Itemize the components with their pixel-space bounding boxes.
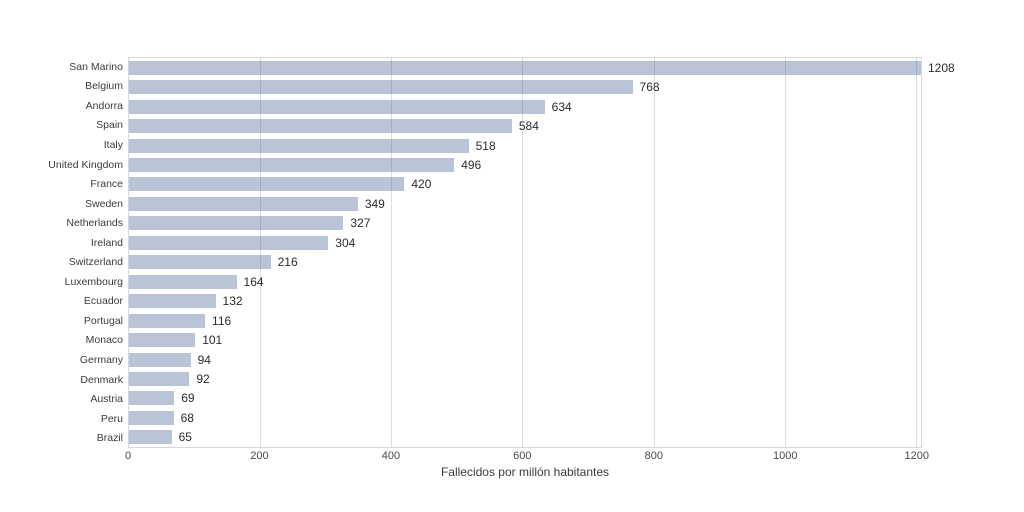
bar-value-label: 518 xyxy=(475,138,496,153)
bar-row: 304 xyxy=(129,233,921,252)
bar-value-label: 132 xyxy=(222,294,243,309)
bar-value-label: 634 xyxy=(551,99,572,114)
bar-spain xyxy=(129,119,512,134)
bar-andorra xyxy=(129,99,545,114)
bar-ecuador xyxy=(129,294,216,309)
y-axis-label: France xyxy=(90,178,123,191)
y-axis-label: Luxembourg xyxy=(64,275,123,288)
bar-row: 496 xyxy=(129,155,921,174)
bar-row: 164 xyxy=(129,272,921,291)
y-axis-label: Peru xyxy=(100,412,123,425)
y-axis-label: Austria xyxy=(90,393,123,406)
bar-value-label: 68 xyxy=(180,410,194,425)
bar-row: 132 xyxy=(129,291,921,310)
gridline-800 xyxy=(653,58,655,447)
bar-value-label: 420 xyxy=(411,177,432,192)
bar-value-label: 69 xyxy=(181,391,195,406)
x-axis-tick-label: 1000 xyxy=(773,450,798,462)
bar-row: 216 xyxy=(129,253,921,272)
bar-row: 584 xyxy=(129,116,921,135)
gridline-1200 xyxy=(915,58,917,447)
bar-row: 327 xyxy=(129,214,921,233)
y-axis-label: Monaco xyxy=(85,334,123,347)
bar-row: 92 xyxy=(129,369,921,388)
bar-row: 768 xyxy=(129,77,921,96)
bar-monaco xyxy=(129,333,196,348)
bar-series: 1208 768 634 584 518 496 420 349 327 304 216 164 132… xyxy=(129,58,955,447)
bar-luxembourg xyxy=(129,274,237,289)
bar-france xyxy=(129,177,405,192)
bar-value-label: 164 xyxy=(243,274,264,289)
bar-switzerland xyxy=(129,255,271,270)
y-axis-label: Brazil xyxy=(96,432,123,445)
bar-row: 68 xyxy=(129,408,921,427)
y-axis-label: United Kingdom xyxy=(48,158,123,171)
bar-value-label: 92 xyxy=(196,371,210,386)
bar-germany xyxy=(129,352,191,367)
bar-row: 94 xyxy=(129,350,921,369)
bar-belgium xyxy=(129,80,633,95)
gridline-400 xyxy=(391,58,393,447)
plot-area: 1208 768 634 584 518 496 420 349 327 304 216 164 132… xyxy=(128,57,955,448)
bar-row: 518 xyxy=(129,136,921,155)
bar-row: 1208 xyxy=(129,58,955,77)
bar-italy xyxy=(129,138,469,153)
y-axis-label: San Marino xyxy=(69,60,123,73)
gridline-200 xyxy=(260,58,262,447)
bar-value-label: 1208 xyxy=(928,60,955,75)
y-axis-label: Italy xyxy=(103,138,123,151)
y-axis-label: Germany xyxy=(79,353,123,366)
x-axis-tick-label: 0 xyxy=(124,450,132,462)
bar-san-marino xyxy=(129,60,921,75)
bar-ireland xyxy=(129,235,329,250)
y-axis-label: Switzerland xyxy=(68,256,123,269)
bar-row: 634 xyxy=(129,97,921,116)
bar-peru xyxy=(129,410,174,425)
bar-value-label: 94 xyxy=(197,352,211,367)
y-axis-label: Denmark xyxy=(80,373,123,386)
bar-value-label: 349 xyxy=(364,196,385,211)
x-axis-tick-label: 200 xyxy=(250,450,269,462)
bar-value-label: 116 xyxy=(212,313,232,328)
x-axis-title: Fallecidos por millón habitantes xyxy=(440,465,610,479)
y-axis-label: Ecuador xyxy=(83,295,123,308)
y-axis-label: Belgium xyxy=(85,80,123,93)
bar-row: 69 xyxy=(129,389,921,408)
y-axis-label: Netherlands xyxy=(66,217,123,230)
x-axis-tick-label: 1200 xyxy=(904,450,929,462)
gridline-1000 xyxy=(784,58,786,447)
bar-denmark xyxy=(129,371,190,386)
bar-value-label: 65 xyxy=(178,430,192,445)
x-axis-tick-label: 800 xyxy=(644,450,663,462)
gridline-600 xyxy=(522,58,524,447)
x-axis-tick-labels: 0 200 400 600 800 1000 1200 xyxy=(0,451,1024,465)
bar-value-label: 101 xyxy=(202,333,223,348)
y-axis-label: Spain xyxy=(96,119,123,132)
bar-sweden xyxy=(129,196,358,211)
bar-value-label: 584 xyxy=(518,119,539,134)
bar-united-kingdom xyxy=(129,157,455,172)
bar-netherlands xyxy=(129,216,344,231)
bar-portugal xyxy=(129,313,206,328)
bar-value-label: 768 xyxy=(639,80,660,95)
bar-brazil xyxy=(129,430,172,445)
bar-value-label: 496 xyxy=(461,157,482,172)
bar-row: 101 xyxy=(129,330,921,349)
y-axis-label: Sweden xyxy=(85,197,123,210)
bar-value-label: 327 xyxy=(350,216,371,231)
y-axis-label: Andorra xyxy=(85,99,123,112)
bar-row: 349 xyxy=(129,194,921,213)
bar-row: 116 xyxy=(129,311,921,330)
bar-austria xyxy=(129,391,175,406)
bar-row: 65 xyxy=(129,428,921,447)
x-axis-tick-label: 600 xyxy=(513,450,532,462)
bar-row: 420 xyxy=(129,175,921,194)
y-axis-category-labels: San Marino Belgium Andorra Spain Italy United… xyxy=(0,57,123,448)
y-axis-label: Ireland xyxy=(90,236,123,249)
x-axis-tick-label: 400 xyxy=(381,450,401,462)
bar-value-label: 216 xyxy=(277,255,298,270)
bar-value-label: 304 xyxy=(335,235,356,250)
y-axis-label: Portugal xyxy=(83,314,123,327)
